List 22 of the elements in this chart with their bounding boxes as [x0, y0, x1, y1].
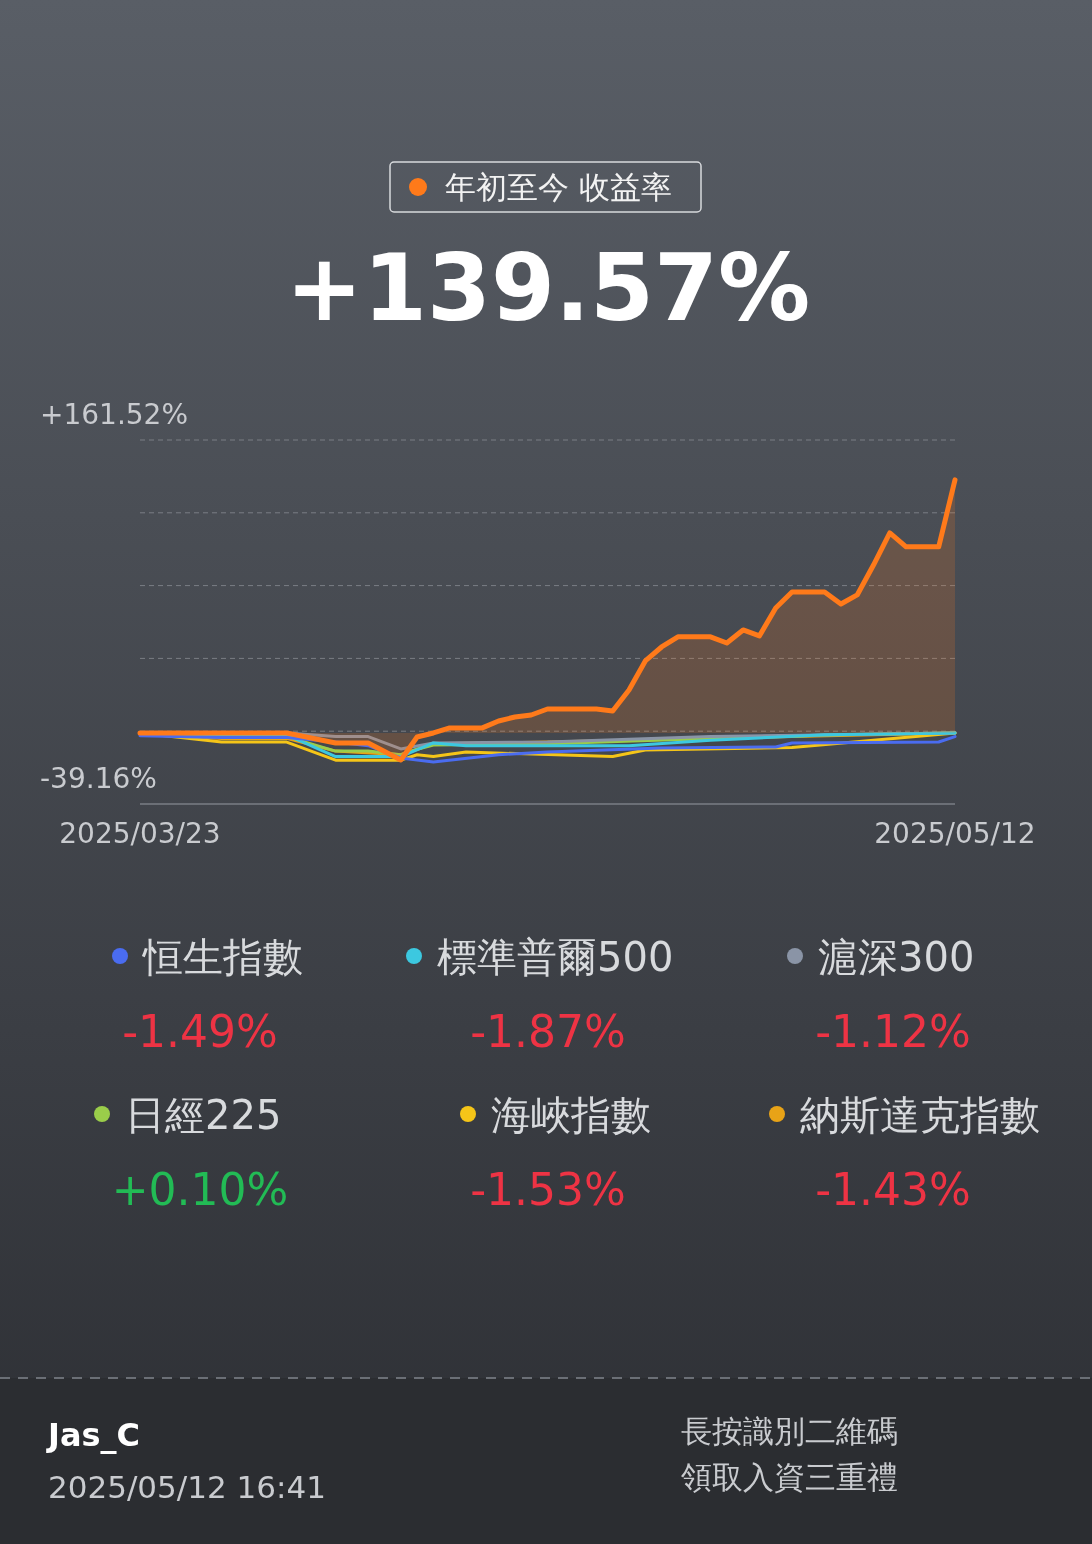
x-tick-label: 2025/03/23 [59, 817, 221, 850]
legend-label: 滬深300 [818, 934, 975, 980]
text: -1.87% [470, 1006, 626, 1057]
text: -1.12% [815, 1006, 971, 1057]
y-tick-label: +161.52% [40, 398, 189, 431]
legend-label: 納斯達克指數 [800, 1092, 1040, 1138]
text: -1.49% [122, 1006, 278, 1057]
text: -1.53% [470, 1164, 626, 1215]
legend-label: 日經225 [125, 1092, 282, 1138]
x-tick-label: 2025/05/12 [874, 817, 1036, 850]
chart-title: +139.57% [285, 235, 811, 342]
text: -1.43% [815, 1164, 971, 1215]
legend-label: 恒生指數 [141, 934, 303, 980]
text: 2025/05/12 16:41 [48, 1469, 326, 1505]
y-tick-label: -39.16% [40, 762, 157, 795]
text: 長按識別二維碼 [681, 1413, 898, 1449]
legend-label: 海峽指數 [491, 1092, 651, 1138]
text: 領取入資三重禮 [681, 1459, 898, 1495]
legend-label: 標準普爾500 [437, 934, 674, 980]
text: Jas_C [46, 1416, 141, 1454]
legend-label: 年初至今 收益率 [445, 169, 672, 205]
text: +0.10% [111, 1164, 289, 1215]
